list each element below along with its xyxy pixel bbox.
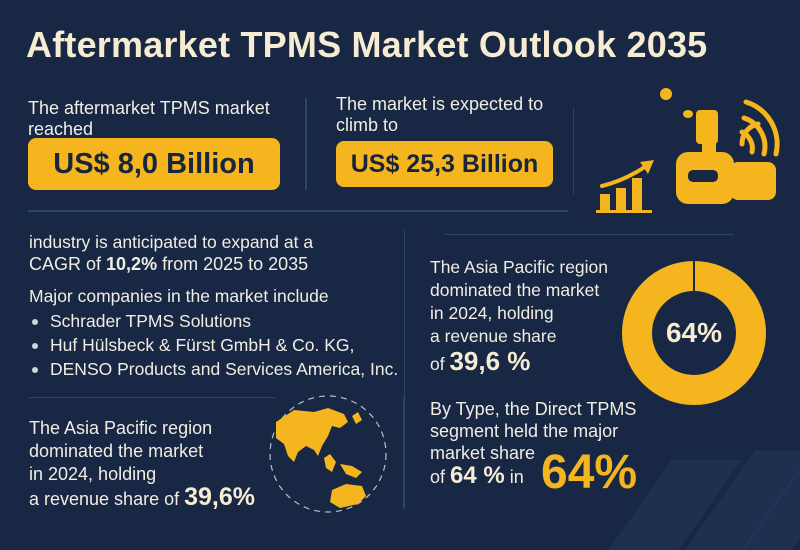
type-share-big-value: 64% [541,446,638,499]
companies-list: Schrader TPMS Solutions Huf Hülsbeck & F… [28,309,398,381]
current-size-value: US$ 8,0 Billion [53,147,255,180]
page-title: Aftermarket TPMS Market Outlook 2035 [26,24,708,65]
forecast-size-badge: US$ 25,3 Billion [336,141,553,187]
cagr-value: 10,2% [106,254,158,274]
region-share-value: 39,6 % [449,346,531,376]
company-item: Schrader TPMS Solutions [28,309,398,333]
current-size-label-line1: The aftermarket TPMS market [28,98,270,118]
divider-vertical [305,98,307,190]
forecast-size-label-line1: The market is expected to [336,94,544,114]
company-item: Huf Hülsbeck & Fürst GmbH & Co. KG, [28,333,398,357]
growth-text: industry is anticipated to expand at a C… [29,231,409,275]
divider-vertical [403,398,404,508]
divider-vertical [404,230,405,510]
growth-line1: industry is anticipated to expand at a [29,232,314,252]
forecast-size-label: The market is expected to climb to [336,94,576,136]
forecast-size-value: US$ 25,3 Billion [350,149,539,178]
companies-heading: Major companies in the market include [29,286,329,306]
donut-label: 64% [665,317,723,348]
tpms-sensor-icon [660,88,780,204]
donut-chart: 64% [622,261,766,405]
current-size-badge: US$ 8,0 Billion [28,138,280,190]
bar-chart-growth-icon [596,160,654,213]
region-left-share-value: 39,6% [184,483,255,511]
type-share-value: 64 % [450,462,505,489]
region-left-text: The Asia Pacific region dominated the ma… [29,418,255,511]
growth-line2: CAGR of 10,2% from 2025 to 2035 [29,254,309,274]
current-size-label: The aftermarket TPMS market reached [28,98,298,140]
divider-vertical [573,108,574,194]
region-right-text: The Asia Pacific region dominated the ma… [430,257,609,376]
current-size-label-line2: reached [28,119,94,139]
divider-horizontal [28,397,276,398]
asia-pacific-globe-icon [269,395,387,513]
company-item: DENSO Products and Services America, Inc… [28,357,398,381]
divider-horizontal [444,234,734,235]
forecast-size-label-line2: climb to [336,115,399,135]
divider-horizontal [28,210,568,212]
type-segment-text: By Type, the Direct TPMS segment held th… [430,399,637,489]
